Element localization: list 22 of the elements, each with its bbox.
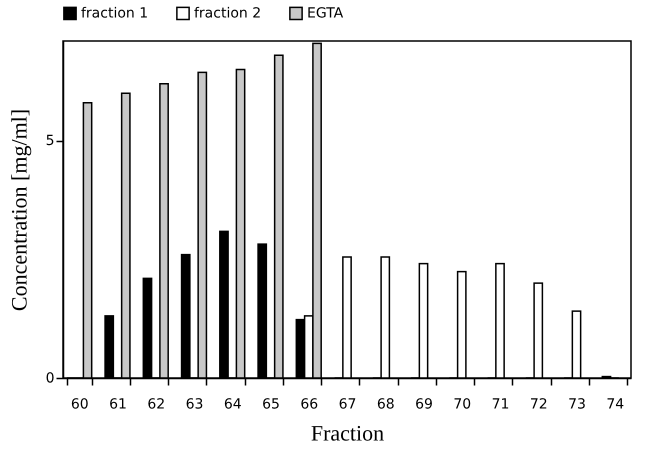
x-tick-label: 60	[70, 396, 89, 412]
x-tick-label: 63	[186, 396, 204, 412]
legend-label: fraction 1	[81, 5, 148, 22]
y-tick-label: 5	[46, 133, 54, 150]
x-tick-label: 62	[147, 396, 166, 412]
y-tick-label: 0	[46, 370, 54, 386]
x-axis-title: Fraction	[310, 420, 384, 446]
x-tick-label: 68	[376, 396, 395, 412]
x-tick-label: 73	[568, 396, 586, 412]
x-tick-label: 69	[415, 396, 433, 412]
legend-label: fraction 2	[194, 5, 262, 22]
y-axis-title: Concentration [mg/ml]	[6, 108, 32, 312]
x-tick-label: 61	[109, 396, 127, 412]
x-tick-label: 64	[224, 396, 242, 412]
x-tick-label: 70	[453, 396, 472, 412]
x-tick-label: 72	[530, 396, 548, 412]
legend-label: EGTA	[307, 5, 344, 22]
x-tick-label: 65	[262, 396, 280, 412]
x-tick-label: 66	[300, 396, 318, 412]
x-tick-label: 71	[492, 396, 510, 412]
x-tick-label: 74	[606, 396, 624, 412]
x-tick-label: 67	[338, 396, 356, 412]
